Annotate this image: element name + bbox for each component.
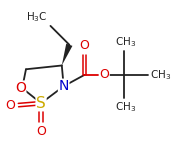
Text: O: O bbox=[79, 39, 89, 52]
Polygon shape bbox=[62, 44, 72, 65]
Text: CH$_3$: CH$_3$ bbox=[115, 36, 137, 49]
Text: H$_3$C: H$_3$C bbox=[26, 10, 48, 24]
Text: O: O bbox=[5, 99, 15, 112]
Text: O: O bbox=[36, 125, 46, 138]
Text: CH$_3$: CH$_3$ bbox=[115, 100, 137, 114]
Text: N: N bbox=[59, 79, 69, 93]
Text: O: O bbox=[99, 68, 109, 81]
Text: S: S bbox=[36, 96, 46, 111]
Text: CH$_3$: CH$_3$ bbox=[150, 68, 172, 82]
Text: O: O bbox=[15, 81, 26, 95]
